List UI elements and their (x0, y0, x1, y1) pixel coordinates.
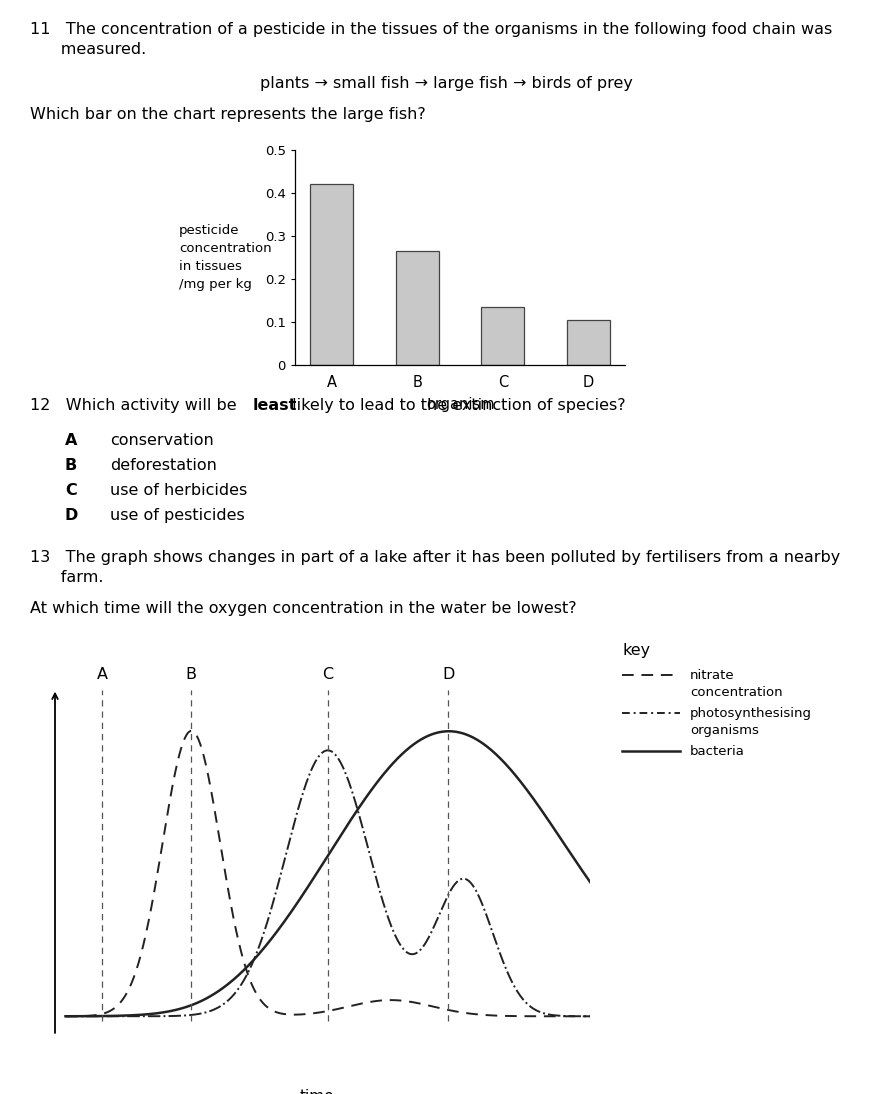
Text: B: B (186, 667, 197, 683)
Text: C: C (65, 482, 77, 498)
Text: nitrate
concentration: nitrate concentration (690, 670, 782, 699)
Text: At which time will the oxygen concentration in the water be lowest?: At which time will the oxygen concentrat… (30, 601, 576, 616)
Text: use of pesticides: use of pesticides (110, 508, 244, 523)
Text: A: A (96, 667, 108, 683)
X-axis label: organism: organism (425, 397, 494, 411)
Text: D: D (442, 667, 455, 683)
Bar (310, 185, 353, 365)
Text: deforestation: deforestation (110, 458, 217, 473)
Text: use of herbicides: use of herbicides (110, 482, 247, 498)
Text: least: least (253, 398, 297, 414)
Text: likely to lead to the extinction of species?: likely to lead to the extinction of spec… (287, 398, 625, 414)
Text: bacteria: bacteria (690, 745, 745, 758)
Text: 12   Which activity will be: 12 Which activity will be (30, 398, 242, 414)
Text: A: A (65, 433, 78, 449)
Text: key: key (622, 643, 650, 657)
Text: B: B (65, 458, 78, 473)
Text: photosynthesising
organisms: photosynthesising organisms (690, 707, 812, 737)
Text: D: D (65, 508, 78, 523)
Text: plants → small fish → large fish → birds of prey: plants → small fish → large fish → birds… (260, 75, 632, 91)
Text: time: time (300, 1090, 334, 1094)
Bar (396, 251, 439, 365)
Bar (567, 319, 610, 365)
Text: C: C (322, 667, 334, 683)
Text: measured.: measured. (30, 42, 146, 57)
Text: conservation: conservation (110, 433, 214, 449)
Text: pesticide
concentration
in tissues
/mg per kg: pesticide concentration in tissues /mg p… (179, 224, 272, 291)
Bar (482, 307, 524, 365)
Text: 11   The concentration of a pesticide in the tissues of the organisms in the fol: 11 The concentration of a pesticide in t… (30, 22, 832, 37)
Text: farm.: farm. (30, 570, 103, 585)
Text: Which bar on the chart represents the large fish?: Which bar on the chart represents the la… (30, 107, 425, 123)
Text: 13   The graph shows changes in part of a lake after it has been polluted by fer: 13 The graph shows changes in part of a … (30, 550, 840, 565)
